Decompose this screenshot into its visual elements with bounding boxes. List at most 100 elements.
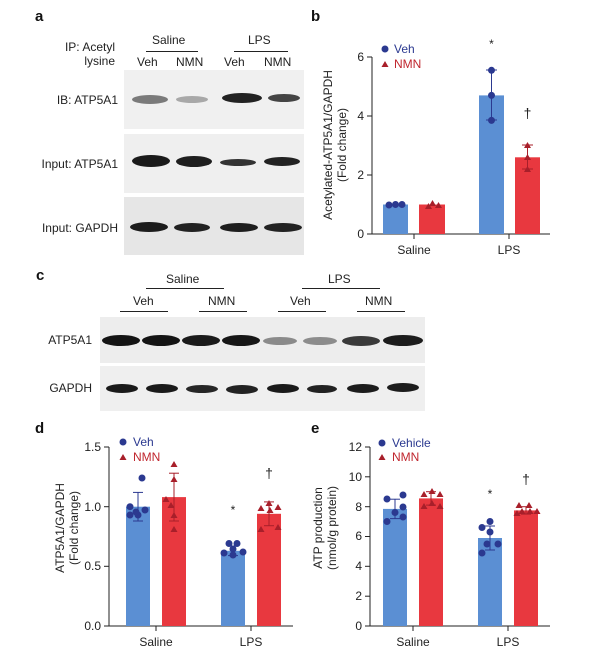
band	[222, 335, 260, 346]
group-label-lps: LPS	[328, 272, 351, 286]
legend-veh-label: Veh	[133, 435, 154, 449]
y-ticks: 0 2 4 6	[357, 50, 372, 241]
bar-saline-veh	[383, 508, 407, 626]
chart-e: ATP production (nmol/g protein) 0 2 4 6 …	[311, 436, 550, 649]
blot-label-atp5a1: ATP5A1	[48, 333, 92, 347]
band	[182, 335, 220, 346]
svg-text:1.0: 1.0	[84, 500, 101, 514]
lane-label: NMN	[264, 55, 292, 69]
blot-input-atp5a1	[124, 134, 304, 193]
points-veh	[385, 66, 495, 209]
ip-label-line2: lysine	[84, 54, 115, 68]
legend-nmn-marker	[378, 454, 386, 460]
svg-text:8: 8	[355, 500, 362, 514]
sig-dagger: †	[524, 105, 532, 121]
band	[342, 336, 380, 346]
group-line-saline	[146, 51, 198, 52]
blot-input-gapdh	[124, 197, 304, 255]
lane-label: Veh	[133, 294, 154, 308]
band	[222, 93, 262, 103]
lane-line	[278, 311, 326, 312]
group-line-lps	[302, 288, 380, 289]
svg-text:Acetylated-ATP5A1/GAPDH: Acetylated-ATP5A1/GAPDH	[321, 70, 335, 220]
chart-d: ATP5A1/GAPDH (Fold change) 0.0 0.5 1.0 1…	[53, 435, 293, 649]
points-nmn	[162, 461, 282, 532]
points-veh	[383, 491, 502, 557]
band	[226, 385, 258, 394]
lane-label: Veh	[290, 294, 311, 308]
svg-text:2: 2	[357, 168, 364, 182]
band	[106, 384, 138, 393]
blot-label-ib-atp5a1: IB: ATP5A1	[56, 93, 118, 107]
y-ticks: 0.0 0.5 1.0 1.5	[84, 440, 109, 633]
band	[142, 335, 180, 346]
band	[130, 222, 168, 232]
y-ticks: 0 2 4 6 8 10 12	[349, 440, 370, 633]
band	[267, 384, 299, 393]
group-line-lps	[234, 51, 288, 52]
svg-text:4: 4	[355, 559, 362, 573]
x-label-saline: Saline	[396, 635, 430, 649]
blot-label-input-atp5a1: Input: ATP5A1	[41, 157, 119, 171]
sig-star: *	[231, 503, 236, 517]
band	[263, 337, 297, 345]
legend-nmn-marker	[381, 61, 389, 67]
legend: Veh NMN	[381, 42, 421, 71]
lane-label: Veh	[137, 55, 158, 69]
points-nmn	[420, 488, 541, 516]
sig-dagger: †	[522, 471, 530, 487]
ip-label-line1: IP: Acetyl	[64, 40, 115, 54]
x-label-lps: LPS	[498, 243, 521, 257]
svg-text:0: 0	[357, 227, 364, 241]
sig-dagger: †	[265, 465, 273, 481]
svg-text:0: 0	[355, 619, 362, 633]
bar-saline-nmn	[419, 204, 445, 234]
band	[220, 223, 258, 232]
svg-text:ATP production: ATP production	[311, 487, 325, 569]
band	[264, 157, 300, 166]
panel-d-letter: d	[35, 420, 45, 437]
band	[387, 383, 419, 392]
panel-e-letter: e	[311, 420, 320, 437]
svg-text:4: 4	[357, 109, 364, 123]
legend-vehicle-label: Vehicle	[392, 436, 431, 450]
panel-c-letter: c	[36, 267, 45, 284]
svg-text:2: 2	[355, 589, 362, 603]
bar-saline-veh	[383, 204, 408, 234]
sig-star: *	[488, 487, 493, 501]
x-label-lps: LPS	[240, 635, 263, 649]
band	[174, 223, 210, 232]
legend: Veh NMN	[119, 435, 160, 464]
lane-line	[120, 311, 168, 312]
band	[303, 337, 337, 345]
lane-line	[357, 311, 405, 312]
lane-label: Veh	[224, 55, 245, 69]
svg-text:10: 10	[349, 470, 363, 484]
bar-lps-veh	[221, 550, 245, 626]
svg-text:6: 6	[355, 529, 362, 543]
y-axis-label: ATP5A1/GAPDH (Fold change)	[53, 483, 81, 573]
bar-saline-veh	[126, 506, 150, 626]
y-axis-label: ATP production (nmol/g protein)	[311, 486, 339, 570]
band	[132, 95, 168, 104]
group-label-lps: LPS	[248, 33, 271, 47]
svg-text:ATP5A1/GAPDH: ATP5A1/GAPDH	[53, 483, 67, 573]
band	[176, 156, 212, 167]
bar-lps-nmn	[514, 510, 538, 626]
panel-b-letter: b	[311, 8, 321, 25]
svg-text:(Fold change): (Fold change)	[67, 491, 81, 565]
blot-label-gapdh: GAPDH	[49, 381, 92, 395]
lane-label: NMN	[365, 294, 393, 308]
x-label-saline: Saline	[397, 243, 431, 257]
svg-text:(nmol/g protein): (nmol/g protein)	[325, 486, 339, 570]
band	[102, 335, 140, 346]
band	[268, 94, 300, 102]
legend-vehicle-marker	[378, 439, 386, 447]
band	[176, 96, 208, 103]
y-axis-label: Acetylated-ATP5A1/GAPDH (Fold change)	[321, 70, 349, 220]
lane-line	[199, 311, 247, 312]
band	[383, 335, 423, 346]
blot-atp5a1	[100, 317, 425, 363]
x-label-saline: Saline	[139, 635, 173, 649]
points-veh	[126, 474, 247, 559]
